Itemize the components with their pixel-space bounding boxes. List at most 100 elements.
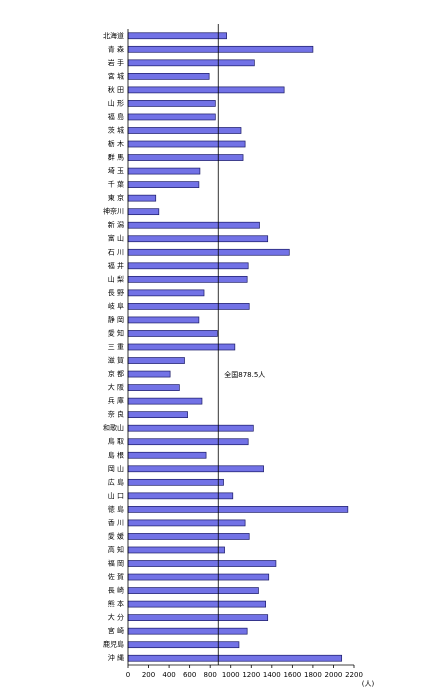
bar [127, 59, 255, 67]
bar [127, 546, 225, 554]
x-tick-label: 1200 [242, 671, 260, 679]
y-tick-label: 島 根 [108, 450, 124, 459]
x-tick-label: 2200 [345, 671, 363, 679]
y-tick-label: 三 重 [108, 343, 124, 351]
y-tick-label: 鹿児島 [103, 640, 124, 649]
y-tick-label: 岩 手 [108, 58, 124, 67]
bar [127, 127, 242, 134]
bar [127, 140, 246, 148]
x-tick-label: 1400 [263, 671, 281, 679]
y-tick-label: 大 阪 [108, 383, 124, 392]
y-tick-label: 愛 知 [108, 328, 124, 337]
bar [127, 370, 171, 378]
bar [127, 519, 246, 527]
y-tick-label: 栃 木 [108, 139, 124, 148]
bar [127, 587, 259, 594]
y-tick-label: 奈 良 [108, 410, 124, 419]
bar [127, 411, 188, 419]
y-tick-label: 福 島 [108, 112, 124, 121]
y-tick-label: 鳥 取 [108, 437, 124, 446]
y-tick-label: 神奈川 [103, 207, 124, 216]
bar [127, 262, 249, 270]
x-unit: (人) [362, 680, 375, 688]
bar [127, 478, 224, 486]
bar [127, 275, 248, 283]
y-tick-label: 大 分 [108, 613, 124, 622]
y-tick-label: 佐 賀 [108, 572, 124, 581]
y-tick-label: 広 島 [108, 477, 124, 486]
y-tick-label: 新 潟 [108, 220, 124, 229]
bar [127, 221, 260, 229]
y-tick-label: 石 川 [108, 248, 124, 256]
y-tick-label: 埼 玉 [108, 166, 124, 175]
bar [127, 73, 210, 80]
bar [127, 654, 343, 662]
bar [127, 451, 207, 459]
y-tick-label: 岐 阜 [108, 301, 124, 310]
y-tick-label: 宮 城 [108, 71, 124, 80]
bar [127, 465, 264, 473]
y-tick-label: 熊 本 [108, 599, 124, 608]
y-tick-label: 群 馬 [108, 153, 124, 162]
y-tick-label: 岡 山 [108, 464, 124, 473]
y-tick-label: 東 京 [108, 193, 124, 202]
bar [127, 560, 277, 567]
bar [127, 424, 254, 432]
bar [127, 384, 180, 391]
bar [127, 357, 185, 364]
bar [127, 573, 270, 581]
x-tick-label: 600 [183, 671, 196, 679]
y-tick-label: 福 井 [108, 261, 124, 270]
x-tick-label: 2000 [325, 671, 343, 679]
y-tick-label: 宮 崎 [108, 626, 124, 635]
y-tick-label: 山 口 [108, 491, 124, 500]
bar [127, 533, 250, 540]
y-tick-label: 兵 庫 [108, 396, 124, 405]
y-tick-label: 青 森 [108, 44, 124, 53]
bar [127, 330, 218, 337]
y-tick-label: 山 梨 [108, 274, 124, 283]
bar [127, 235, 269, 243]
bar [127, 289, 205, 297]
y-tick-label: 徳 島 [108, 504, 124, 513]
y-tick-label: 茨 城 [108, 125, 124, 134]
bar [127, 194, 157, 202]
bar [127, 45, 314, 53]
y-tick-label: 長 野 [108, 289, 124, 297]
bar [127, 303, 250, 310]
bar [127, 181, 200, 188]
bar [127, 316, 200, 324]
y-tick-label: 京 都 [108, 369, 124, 378]
bar [127, 154, 244, 161]
bar [127, 614, 269, 621]
y-tick-label: 山 形 [108, 98, 124, 107]
x-tick-label: 1800 [304, 671, 322, 679]
bar [127, 343, 236, 351]
y-tick-label: 北海道 [103, 31, 124, 40]
bar [127, 208, 160, 216]
y-tick-label: 千 葉 [108, 180, 124, 189]
bar [127, 167, 201, 175]
x-tick-label: 1000 [222, 671, 240, 679]
bar [127, 100, 216, 107]
y-tick-label: 愛 媛 [108, 531, 124, 540]
y-tick-label: 滋 賀 [108, 356, 124, 365]
bar [127, 113, 216, 121]
y-tick-label: 福 岡 [108, 559, 124, 568]
x-tick-label: 800 [203, 671, 216, 679]
bar [127, 32, 227, 40]
bar [127, 506, 349, 513]
y-tick-label: 香 川 [108, 518, 124, 527]
x-tick-label: 0 [126, 671, 130, 679]
bar [127, 641, 240, 649]
x-tick-label: 200 [142, 671, 155, 679]
y-tick-label: 沖 縄 [108, 653, 124, 662]
bar [127, 492, 234, 500]
bar [127, 86, 285, 94]
y-tick-label: 長 崎 [108, 586, 124, 595]
y-tick-label: 静 岡 [108, 315, 124, 324]
bar [127, 438, 249, 446]
bar [127, 627, 248, 635]
x-tick-label: 1600 [283, 671, 301, 679]
